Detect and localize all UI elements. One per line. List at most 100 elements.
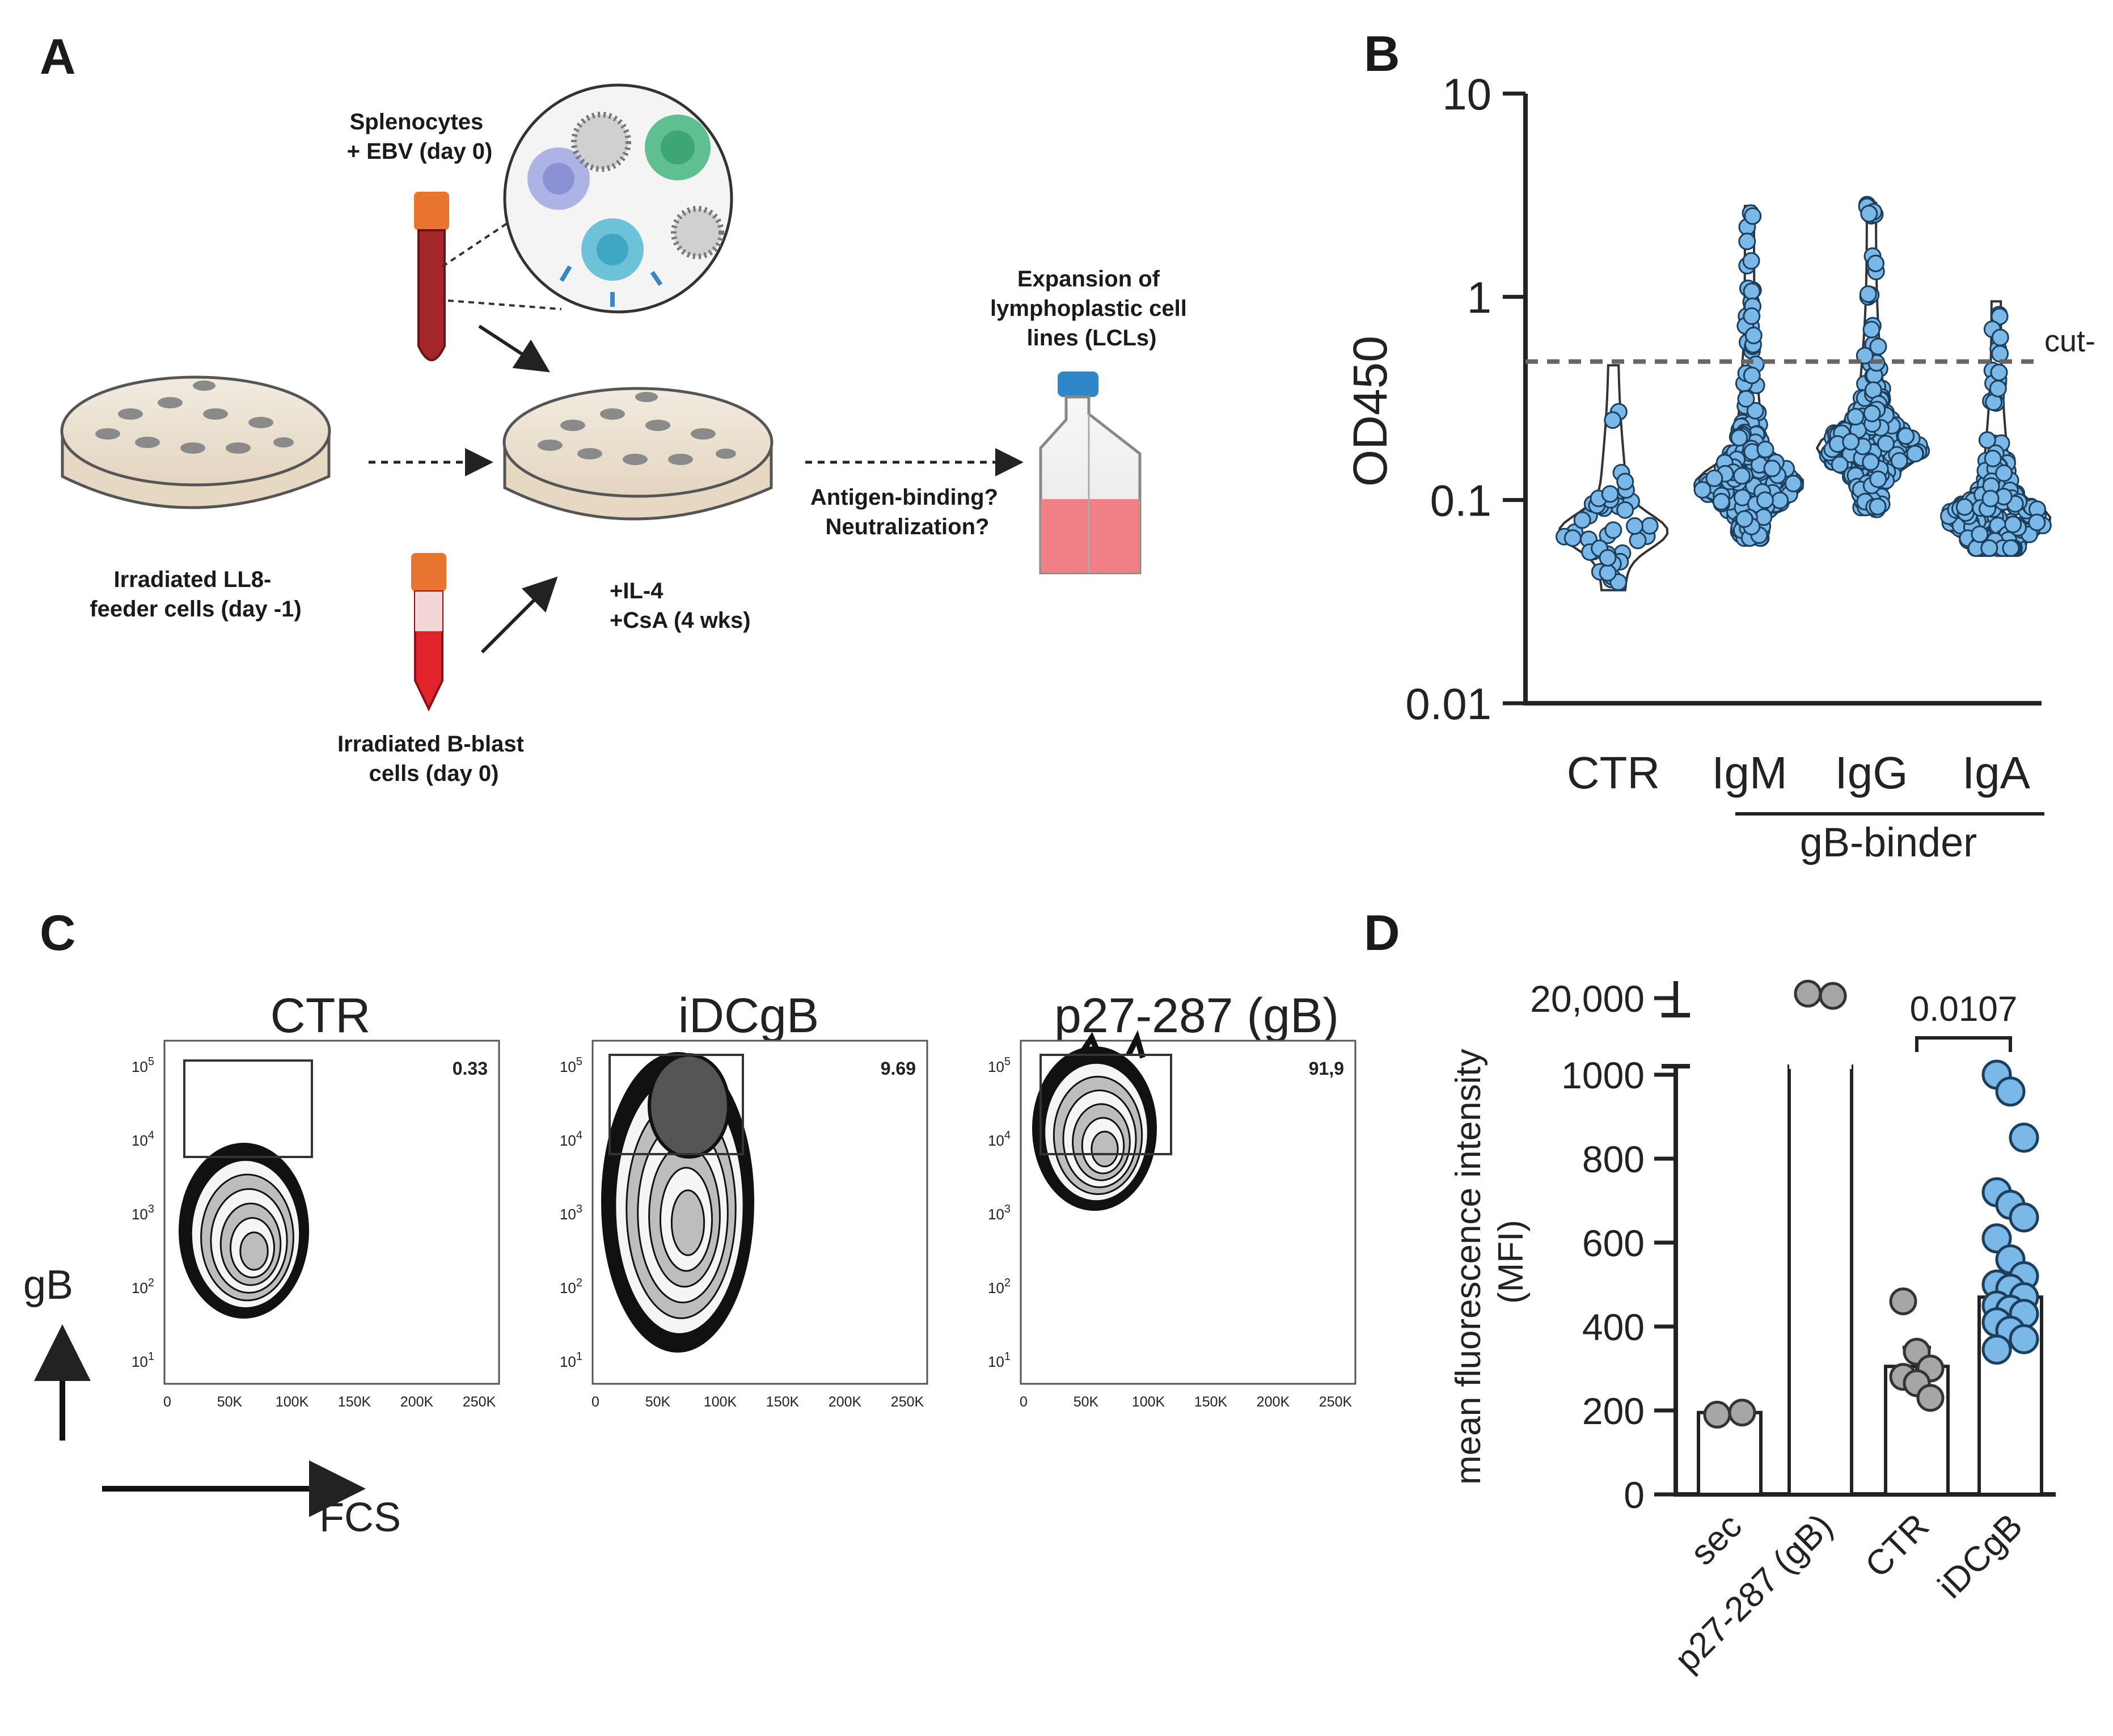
c-y-tick-label: 103 [988,1203,1011,1223]
d-point [1889,1287,1917,1316]
bblast-tube-icon [411,553,446,712]
c-y-tick-label: 101 [988,1350,1011,1370]
d-bar [1787,1065,1853,1496]
flask-icon [1039,371,1142,575]
arrow-splenocytes [478,324,551,373]
b-point [1991,345,2009,363]
splenocytes-label: Splenocytes + EBV (day 0) [347,109,493,164]
c-gate [183,1059,313,1158]
d-significance-label: 0.0107 [1910,990,2018,1029]
b-x-tick-labels: CTR IgM IgG IgA [1567,747,2031,798]
b-point [1980,539,1998,557]
treatment-label: +IL-4 +CsA (4 wks) [610,578,751,633]
b-point [2004,516,2022,534]
cell-magnification-icon [441,83,733,314]
b-x-tick-label: IgA [1962,747,2031,798]
b-point [1991,328,2009,347]
c-y-tick-label: 104 [560,1129,582,1149]
feeder-label: Irradiated LL8- feeder cells (day -1) [90,567,302,622]
c-x-tick-label: 0 [1020,1394,1028,1410]
d-x-tick-label: iDCgB [1930,1506,2030,1606]
d-y-tick-label: 0 [1624,1474,1645,1516]
b-point [1730,429,1748,447]
b-point [1771,491,1789,509]
d-x-tick-label: CTR [1858,1506,1937,1585]
c-gate-percent: 0.33 [453,1058,488,1079]
b-point [1599,549,1617,567]
b-point [1599,564,1617,582]
c-contour [239,1231,269,1271]
c-flow-plots: CTR 105 104 103 102 101 0 50K 100K 150K 200K 250K 0.… [132,989,1356,1410]
c-x-tick-label: 200K [1257,1394,1290,1410]
c-x-tick-label: 150K [766,1394,800,1410]
b-point [1995,464,2013,482]
c-x-tick-label: 150K [1194,1394,1228,1410]
d-points [1703,979,2039,1429]
c-y-tick-label: 105 [132,1055,154,1075]
panel-b: B OD450 10 1 0.1 0.01 cut- CTR IgM IgG IgA gB-… [1343,26,2095,865]
b-point [1763,459,1781,478]
d-point [1981,1334,2012,1365]
b-point [1981,489,2000,508]
b-point [1732,467,1751,485]
c-x-tick-label: 50K [217,1394,243,1410]
b-group-label: gB-binder [1800,820,1977,865]
b-point [1742,252,1760,270]
c-x-tick-label: 200K [400,1394,434,1410]
d-y-tick-label: 200 [1582,1390,1645,1432]
b-point [1744,327,1763,345]
b-point [1573,511,1591,529]
c-flow-plot: p27-287 (gB) 105 104 103 102 101 0 50K 100K 150K 2… [988,989,1356,1410]
b-x-tick-label: IgG [1835,747,1908,798]
b-point [1877,434,1895,453]
c-y-tick-label: 105 [988,1055,1011,1075]
expansion-label: Expansion of lymphoplastic cell lines (L… [990,267,1193,350]
b-y-tick-label: 0.1 [1430,476,1491,526]
c-y-tick-label: 104 [132,1129,154,1149]
d-point [2009,1122,2039,1153]
c-y-axis-label: gB [23,1262,73,1308]
c-contour [648,1053,730,1159]
culture-dish-icon [502,387,774,521]
b-point [1971,525,1989,543]
b-points [1555,196,2052,591]
b-point [1625,517,1643,535]
c-x-axis-label: FCS [319,1495,401,1540]
c-x-tick-label: 250K [463,1394,496,1410]
panel-label-c: C [40,905,76,961]
c-x-tick-label: 0 [163,1394,171,1410]
b-point [1906,445,1924,463]
c-x-tick-label: 100K [1132,1394,1165,1410]
c-y-tick-label: 104 [988,1129,1011,1149]
b-point [1604,521,1622,539]
c-gate [1039,1054,1172,1155]
c-x-tick-label: 200K [829,1394,862,1410]
c-y-tick-label: 103 [560,1203,582,1223]
d-point [1728,1399,1756,1427]
c-y-tick-label: 102 [560,1277,582,1296]
d-y-tick-label: 20,000 [1530,978,1645,1020]
d-y-tick-label: 800 [1582,1138,1645,1180]
b-point [1641,517,1659,535]
b-point [1738,233,1756,251]
b-point [1705,469,1723,487]
c-y-tick-label: 101 [132,1350,154,1370]
b-point [1712,493,1730,511]
c-plot-title: p27-287 (gB) [1054,989,1339,1043]
c-x-tick-label: 150K [338,1394,371,1410]
question-label: Antigen-binding? Neutralization? [810,485,1004,539]
d-y-tick-label: 400 [1582,1306,1645,1348]
d-bar [1697,1410,1763,1496]
panel-d: D mean fluorescence intensity (MFI) 0 200… [1364,905,2056,1679]
b-point [1859,285,1877,303]
b-point [1563,529,1582,547]
b-point [1890,452,1908,470]
c-y-tick-label: 102 [988,1277,1011,1296]
b-point [1693,481,1711,499]
b-point [1863,404,1881,423]
feeder-dish-icon [60,375,331,509]
b-y-tick-label: 1 [1467,272,1491,322]
b-point [1862,320,1880,339]
